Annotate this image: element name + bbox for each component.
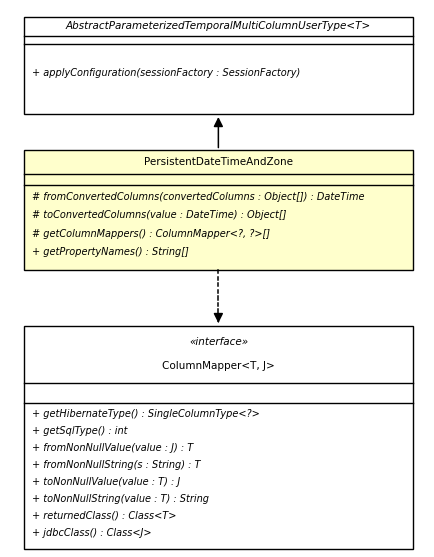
Text: + toNonNullValue(value : T) : J: + toNonNullValue(value : T) : J bbox=[32, 477, 180, 487]
Text: + jdbcClass() : Class<J>: + jdbcClass() : Class<J> bbox=[32, 527, 151, 538]
Bar bbox=[24, 326, 412, 549]
Text: + toNonNullString(value : T) : String: + toNonNullString(value : T) : String bbox=[32, 494, 208, 504]
Text: # getColumnMappers() : ColumnMapper<?, ?>[]: # getColumnMappers() : ColumnMapper<?, ?… bbox=[32, 229, 269, 239]
Text: + fromNonNullString(s : String) : T: + fromNonNullString(s : String) : T bbox=[32, 460, 200, 470]
Text: + applyConfiguration(sessionFactory : SessionFactory): + applyConfiguration(sessionFactory : Se… bbox=[32, 68, 299, 78]
Text: + getHibernateType() : SingleColumnType<?>: + getHibernateType() : SingleColumnType<… bbox=[32, 409, 259, 419]
Text: # fromConvertedColumns(convertedColumns : Object[]) : DateTime: # fromConvertedColumns(convertedColumns … bbox=[32, 192, 363, 202]
Text: ColumnMapper<T, J>: ColumnMapper<T, J> bbox=[162, 360, 274, 370]
Bar bbox=[24, 150, 412, 270]
Text: «interface»: «interface» bbox=[189, 337, 247, 347]
Text: + getSqlType() : int: + getSqlType() : int bbox=[32, 426, 127, 436]
Text: AbstractParameterizedTemporalMultiColumnUserType<T>: AbstractParameterizedTemporalMultiColumn… bbox=[66, 21, 370, 31]
Text: + getPropertyNames() : String[]: + getPropertyNames() : String[] bbox=[32, 247, 188, 257]
Text: + fromNonNullValue(value : J) : T: + fromNonNullValue(value : J) : T bbox=[32, 443, 193, 453]
Text: # toConvertedColumns(value : DateTime) : Object[]: # toConvertedColumns(value : DateTime) :… bbox=[32, 210, 286, 220]
Text: PersistentDateTimeAndZone: PersistentDateTimeAndZone bbox=[144, 157, 293, 167]
Text: + returnedClass() : Class<T>: + returnedClass() : Class<T> bbox=[32, 511, 176, 521]
Bar bbox=[24, 17, 412, 114]
